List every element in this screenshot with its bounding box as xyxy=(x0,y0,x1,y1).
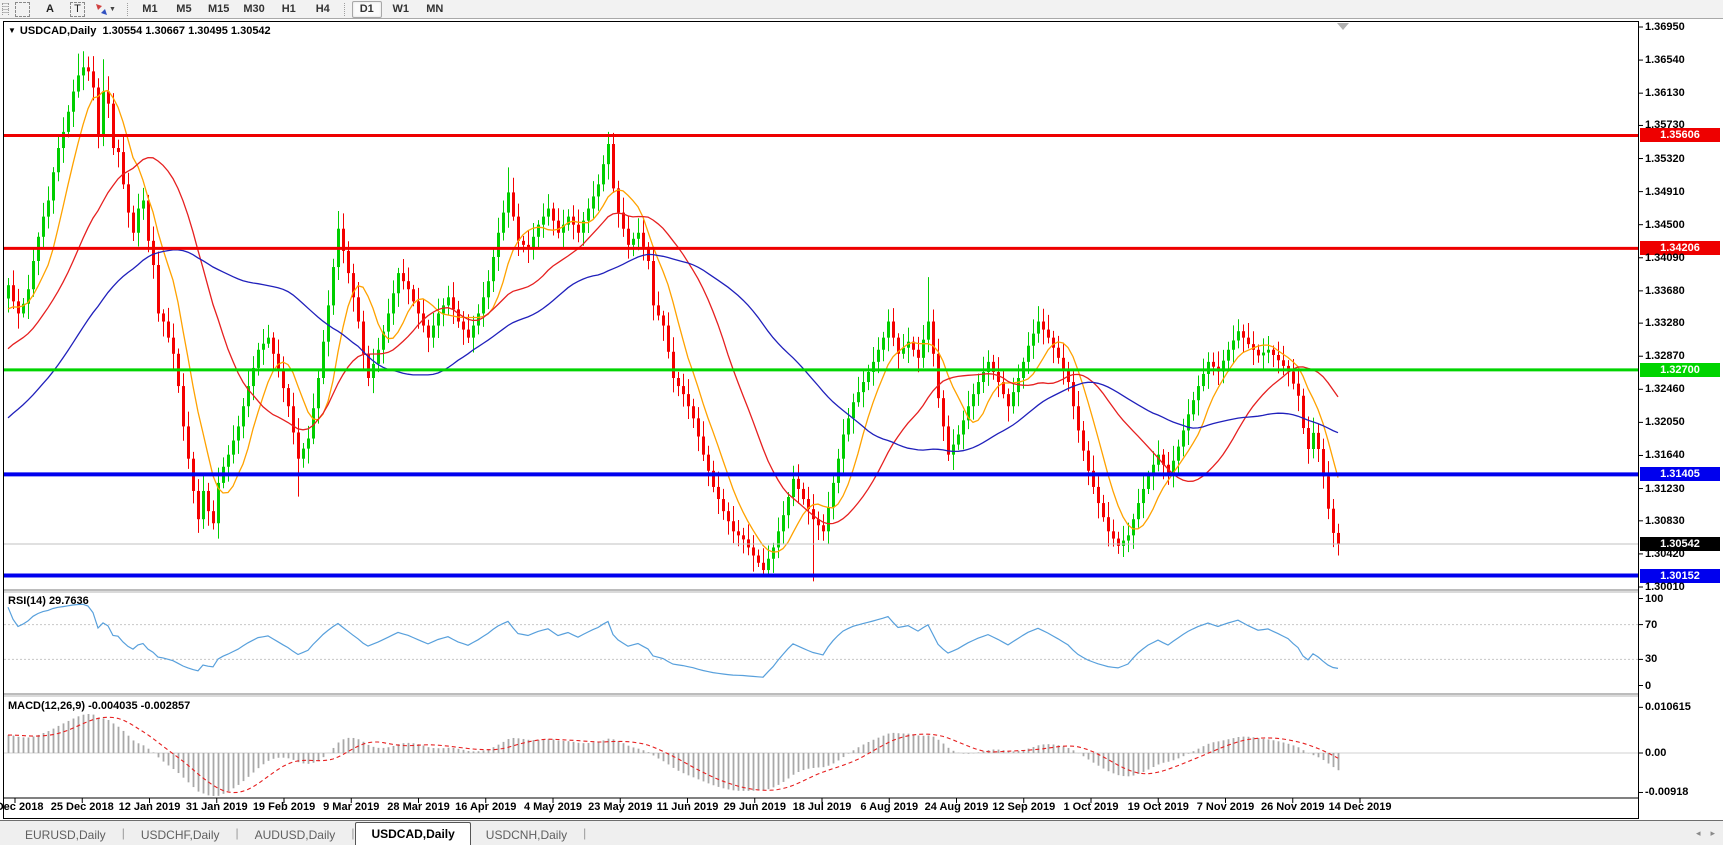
timeframe-button-h4[interactable]: H4 xyxy=(315,3,330,15)
timeframe-button-m15[interactable]: M15 xyxy=(207,3,230,15)
tab-separator: | xyxy=(351,825,355,840)
tab-separator: | xyxy=(583,825,587,840)
chart-tab-bar: EURUSD,Daily | USDCHF,Daily | AUDUSD,Daily | U… xyxy=(0,820,1723,845)
tab-usdcad[interactable]: USDCAD,Daily xyxy=(355,822,471,845)
dropdown-caret-icon: ▼ xyxy=(109,5,116,13)
arrow-tools-button[interactable]: ▼ xyxy=(90,1,121,18)
text-label-tool-button[interactable]: T xyxy=(70,1,85,17)
toolbar-separator xyxy=(126,2,129,16)
dashed-selection-icon[interactable] xyxy=(15,1,30,17)
toolbar-separator xyxy=(343,2,346,16)
tab-usdcnh[interactable]: USDCNH,Daily xyxy=(485,828,568,842)
timeframe-button-m5[interactable]: M5 xyxy=(176,3,192,15)
font-tool-button[interactable]: A xyxy=(46,3,54,15)
timeframe-button-w1[interactable]: W1 xyxy=(392,3,410,15)
tab-separator: | xyxy=(235,825,239,840)
timeframe-button-d1[interactable]: D1 xyxy=(351,0,382,18)
timeframe-button-m1[interactable]: M1 xyxy=(142,3,158,15)
top-toolbar: A T ▼ M1 M5 M15 M30 H1 H4 D1 W1 MN xyxy=(0,0,1723,19)
arrows-icon xyxy=(96,3,107,15)
tab-eurusd[interactable]: EURUSD,Daily xyxy=(25,828,106,842)
toolbar-grip-icon[interactable] xyxy=(2,3,9,15)
tab-separator: | xyxy=(121,825,125,840)
timeframe-button-mn[interactable]: MN xyxy=(426,3,444,15)
tab-scroll-left-button[interactable]: ◂ xyxy=(1695,827,1701,838)
tab-usdchf[interactable]: USDCHF,Daily xyxy=(140,828,220,842)
tab-audusd[interactable]: AUDUSD,Daily xyxy=(254,828,336,842)
chart-shift-marker-icon xyxy=(1337,23,1349,30)
timeframe-button-m30[interactable]: M30 xyxy=(243,3,265,15)
timeframe-group: M1 M5 M15 M30 H1 H4 D1 W1 MN xyxy=(133,0,452,18)
tab-scroll-right-button[interactable]: ▸ xyxy=(1710,827,1715,838)
timeframe-button-h1[interactable]: H1 xyxy=(281,3,296,15)
